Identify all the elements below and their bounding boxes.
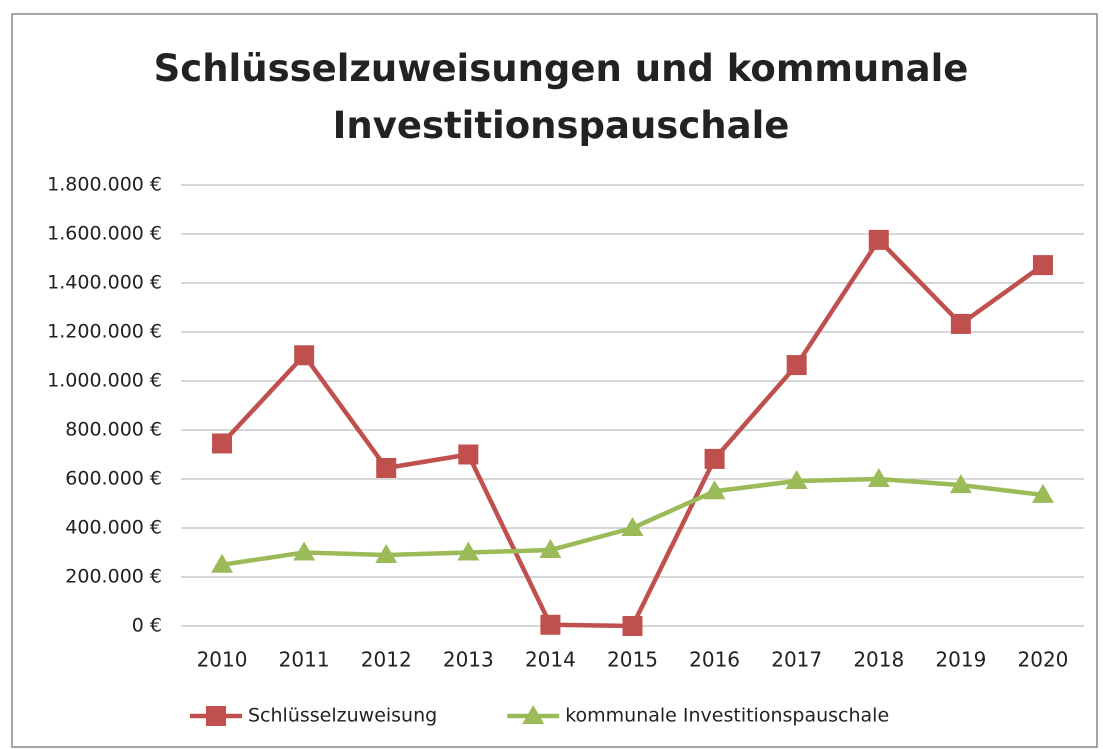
marker: [376, 457, 397, 478]
marker: [867, 468, 890, 487]
y-tick-label: 400.000 €: [65, 517, 162, 539]
marker: [621, 517, 644, 536]
x-tick-label: 2012: [361, 648, 412, 672]
marker: [949, 474, 972, 494]
y-tick-label: 200.000 €: [65, 566, 162, 588]
marker: [785, 469, 808, 489]
x-tick-label: 2016: [689, 648, 740, 672]
marker: [212, 433, 233, 454]
marker: [375, 543, 398, 563]
legend-label: Schlüsselzuweisung: [248, 705, 437, 727]
marker: [622, 616, 643, 636]
y-tick-label: 1.800.000 €: [47, 174, 162, 196]
marker: [868, 229, 889, 250]
legend-marker: [522, 705, 545, 724]
marker: [539, 539, 562, 559]
y-tick-label: 1.000.000 €: [47, 370, 162, 392]
marker: [293, 541, 316, 561]
marker: [457, 541, 480, 561]
y-tick-label: 1.400.000 €: [47, 272, 162, 294]
marker: [211, 553, 234, 573]
marker: [294, 345, 315, 366]
marker: [1032, 255, 1053, 276]
y-tick-label: 800.000 €: [65, 419, 162, 441]
y-tick-label: 1.600.000 €: [47, 223, 162, 245]
marker: [458, 444, 479, 465]
x-tick-label: 2020: [1018, 648, 1069, 672]
x-tick-label: 2010: [197, 648, 248, 672]
x-tick-label: 2013: [443, 648, 494, 672]
y-tick-label: 600.000 €: [65, 468, 162, 490]
marker: [950, 313, 971, 334]
x-tick-label: 2018: [853, 648, 904, 672]
title-line: Investitionspauschale: [333, 104, 790, 147]
marker: [540, 614, 561, 635]
x-tick-label: 2019: [935, 648, 986, 672]
title-line: Schlüsselzuweisungen und kommunale: [154, 47, 969, 90]
marker: [703, 480, 726, 500]
x-tick-label: 2014: [525, 648, 576, 672]
legend-label: kommunale Investitionspauschale: [565, 705, 889, 727]
x-tick-label: 2011: [279, 648, 330, 672]
x-tick-label: 2017: [771, 648, 822, 672]
x-tick-label: 2015: [607, 648, 658, 672]
marker: [1031, 483, 1054, 503]
legend-marker: [206, 706, 226, 726]
y-tick-label: 0 €: [132, 615, 162, 637]
y-tick-label: 1.200.000 €: [47, 321, 162, 343]
marker: [786, 355, 807, 376]
chart-title: Schlüsselzuweisungen und kommunale Invest…: [154, 47, 969, 147]
marker: [704, 448, 725, 469]
